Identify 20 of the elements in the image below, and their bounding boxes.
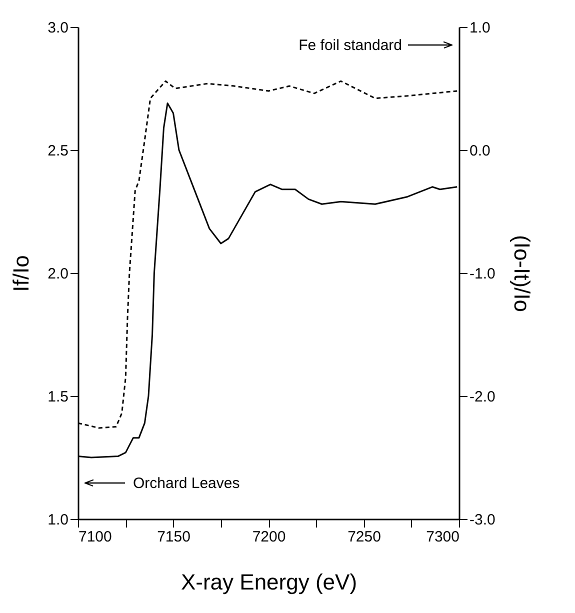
y2-tick-label: -1.0	[470, 266, 496, 282]
y-tick-label: 2.5	[48, 142, 68, 160]
y-axis-title: If/Io	[8, 255, 34, 292]
y-tick-label: 1.0	[48, 512, 68, 528]
y-tick-label: 3.0	[48, 20, 68, 36]
annotation: Fe foil standard	[298, 37, 402, 54]
x-tick-label: 7150	[157, 528, 190, 546]
x-axis-title: X-ray Energy (eV)	[180, 570, 358, 594]
y-tick-label: 1.5	[48, 388, 68, 406]
y2-axis-title: (Io-It)/Io	[509, 234, 534, 312]
y-tick-label: 2.0	[48, 266, 68, 282]
x-tick-label: 7200	[252, 528, 286, 546]
x-tick-label: 7100	[78, 528, 112, 546]
annotation: Orchard Leaves	[133, 475, 240, 492]
y2-tick-label: 0.0	[470, 142, 490, 160]
y2-tick-label: -2.0	[470, 388, 496, 406]
x-tick-label: 7300	[426, 528, 460, 546]
y2-tick-label: -3.0	[470, 512, 496, 528]
x-tick-label: 7250	[348, 528, 381, 546]
y2-tick-label: 1.0	[470, 20, 490, 36]
